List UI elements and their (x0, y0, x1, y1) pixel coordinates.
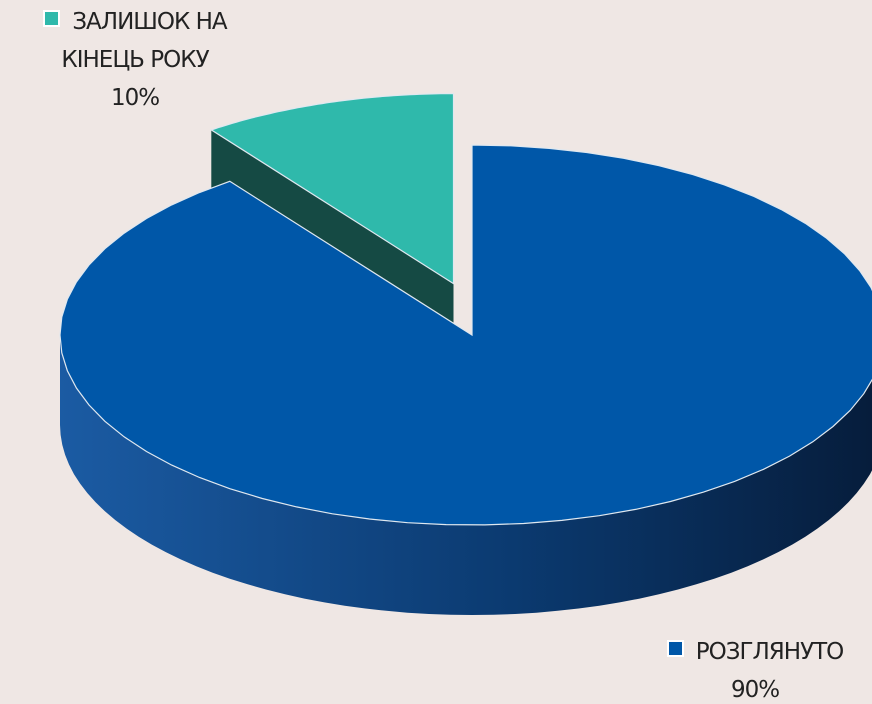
category-label: РОЗГЛЯНУТО (695, 639, 844, 665)
legend-swatch (43, 10, 61, 27)
slice (209, 92, 455, 285)
slice (59, 144, 872, 526)
slice-wall (60, 335, 872, 615)
category-label: ЗАЛИШОК НА КІНЕЦЬ РОКУ (61, 9, 227, 73)
data-label: ЗАЛИШОК НА КІНЕЦЬ РОКУ 10% (10, 3, 260, 117)
legend-swatch (666, 640, 684, 657)
data-label: РОЗГЛЯНУТО 90% (600, 633, 872, 704)
value-label: 10% (110, 85, 160, 111)
value-label: 90% (730, 677, 780, 703)
